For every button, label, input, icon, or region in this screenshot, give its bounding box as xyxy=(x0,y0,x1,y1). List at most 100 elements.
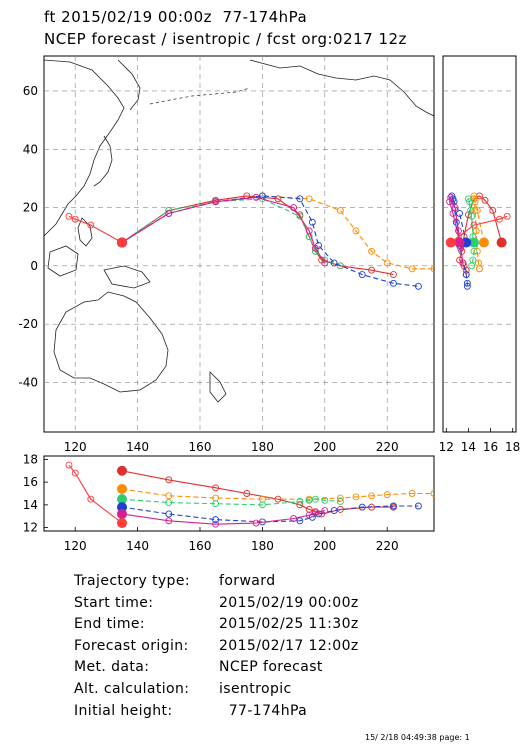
trajectory-marker xyxy=(456,209,464,217)
trajectory-marker xyxy=(408,490,416,497)
trajectory-marker xyxy=(311,509,319,517)
australia-coastline xyxy=(53,291,169,393)
trajectory-marker xyxy=(290,204,298,212)
info-value: 77-174hPa xyxy=(219,702,308,719)
trajectory-marker xyxy=(468,212,476,220)
trajectory-marker xyxy=(321,496,329,504)
trajectory-marker xyxy=(305,227,313,235)
trajectory-start-marker xyxy=(117,465,127,476)
trajectory-start-marker xyxy=(478,237,489,248)
trajectory-marker xyxy=(430,265,434,273)
info-value: forward xyxy=(219,573,276,589)
trajectory-marker xyxy=(212,516,220,524)
trajectory-marker xyxy=(165,510,173,518)
trajectory-marker xyxy=(212,484,220,492)
trajectory-marker xyxy=(165,517,173,525)
chart-title-line1: ft 2015/02/19 00:00z 77-174hPa xyxy=(44,8,308,26)
trajectory-marker xyxy=(212,520,220,528)
trajectory-marker xyxy=(464,195,472,203)
trajectory-marker xyxy=(481,196,489,204)
trajectory-marker xyxy=(352,493,360,501)
trajectory-marker xyxy=(212,198,220,206)
trajectory-marker xyxy=(449,209,457,217)
trajectory-marker xyxy=(165,209,173,217)
height-panel-frame xyxy=(43,455,435,532)
trajectory-marker xyxy=(466,198,473,206)
map-x-tick-label: 200 xyxy=(313,440,336,454)
trajectory-marker xyxy=(430,490,434,497)
trajectory-marker xyxy=(87,495,95,503)
height-y-tick-label: 16 xyxy=(23,475,38,489)
info-row: Alt. calculation: isentropic xyxy=(74,679,359,701)
map-y-tick-label: 20 xyxy=(23,201,38,215)
height-x-tick-label: 220 xyxy=(376,539,399,553)
trajectory-marker xyxy=(321,259,329,267)
trajectory-line-map xyxy=(121,198,341,267)
trajectory-marker xyxy=(470,192,478,200)
trajectory-start-marker xyxy=(445,237,456,248)
info-row: Initial height: 77-174hPa xyxy=(74,701,359,723)
map-x-tick-label: 180 xyxy=(251,440,274,454)
info-label: Trajectory type: xyxy=(74,573,190,589)
trajectory-marker xyxy=(296,212,304,220)
chart-title-line2: NCEP forecast / isentropic / fcst org:02… xyxy=(44,30,407,48)
trajectory-marker xyxy=(65,461,73,469)
trajectory-marker xyxy=(305,195,313,203)
map-x-tick-label: 220 xyxy=(376,440,399,454)
trajectory-info-table: Trajectory type: forward Start time: 2015/0… xyxy=(74,571,359,722)
height-y-tick-label: 18 xyxy=(23,452,38,466)
map-x-tick-label: 120 xyxy=(64,440,87,454)
philippines-coastline xyxy=(77,217,93,247)
info-row: Met. data: NCEP forecast xyxy=(74,657,359,679)
trajectory-marker xyxy=(71,215,79,223)
trajectory-marker xyxy=(330,259,338,267)
trajectory-marker xyxy=(336,262,344,270)
trajectory-marker xyxy=(274,195,282,203)
trajectory-marker xyxy=(368,492,376,500)
info-label: Forecast origin: xyxy=(74,637,189,654)
info-row: Trajectory type: forward xyxy=(74,571,359,593)
print-timestamp: 15/ 2/18 04:49:38 page: 1 xyxy=(365,733,470,742)
new-zealand-coastline xyxy=(209,371,227,403)
info-value: NCEP forecast xyxy=(219,659,323,676)
info-row: End time: 2015/02/25 11:30z xyxy=(74,614,359,636)
japan-coastline xyxy=(93,135,113,187)
side-x-tick-label: 12 xyxy=(439,440,454,454)
trajectory-marker xyxy=(308,218,316,226)
height-trajectories xyxy=(65,461,434,529)
map-y-tick-label: -40 xyxy=(18,375,38,389)
trajectory-line-height xyxy=(121,509,325,525)
trajectory-marker xyxy=(321,256,329,264)
asia-coastline xyxy=(44,59,125,237)
map-trajectories xyxy=(65,192,434,290)
trajectory-marker xyxy=(296,498,304,505)
borneo-coastline xyxy=(47,245,79,277)
trajectory-marker xyxy=(252,519,260,527)
height-y-tick-label: 14 xyxy=(23,498,38,512)
trajectory-marker xyxy=(87,221,95,229)
trajectory-marker xyxy=(305,511,313,519)
info-label: End time: xyxy=(74,616,146,633)
trajectory-marker xyxy=(358,271,366,279)
trajectory-line-map xyxy=(68,215,123,243)
trajectory-start-marker xyxy=(117,483,127,494)
side-x-tick-label: 16 xyxy=(483,440,498,454)
trajectory-marker xyxy=(455,227,462,235)
trajectory-marker xyxy=(471,207,479,214)
trajectory-marker xyxy=(468,262,476,270)
trajectory-line-map xyxy=(121,196,326,264)
trajectory-marker xyxy=(368,266,376,274)
side-x-tick-label: 14 xyxy=(461,440,476,454)
trajectory-line-height xyxy=(121,488,434,500)
trajectory-start-marker xyxy=(117,237,127,248)
trajectory-marker xyxy=(414,502,422,510)
info-label: Met. data: xyxy=(74,659,150,676)
trajectory-marker xyxy=(311,244,319,252)
side-panel-frame xyxy=(442,55,517,433)
trajectory-marker xyxy=(212,500,220,508)
trajectory-marker xyxy=(408,265,416,273)
trajectory-marker xyxy=(446,198,454,206)
trajectory-start-marker xyxy=(117,508,127,519)
map-x-tick-label: 140 xyxy=(126,440,149,454)
